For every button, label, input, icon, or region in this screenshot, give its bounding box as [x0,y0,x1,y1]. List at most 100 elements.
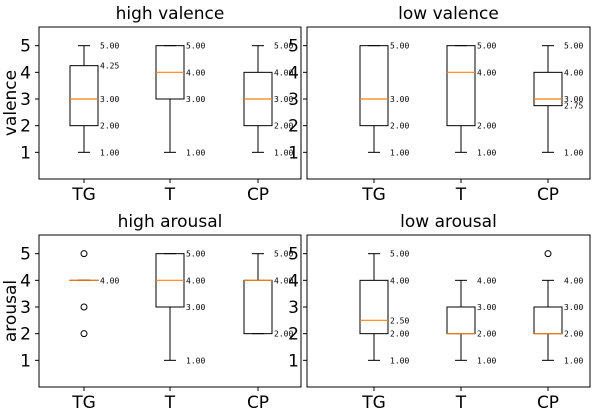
x-tick-label: TG [361,393,386,408]
x-tick-label: T [164,185,176,205]
value-annotation: 4.25 [100,62,119,71]
plot-frame [306,26,591,180]
y-tick-label: 1 [288,351,299,371]
iqr-box [243,279,273,335]
value-annotation: 5.00 [274,42,293,51]
x-tick-label: CP [537,185,559,205]
value-annotation: 3.00 [477,303,496,312]
iqr-box [446,306,476,335]
value-annotation: 2.00 [564,330,583,339]
value-annotation: 5.00 [390,42,409,51]
x-tick-label: CP [537,393,559,408]
value-annotation: 1.00 [564,356,583,365]
y-tick-label: 5 [288,37,299,57]
value-annotation: 1.00 [390,356,409,365]
value-annotation: 1.00 [477,356,496,365]
value-annotation: 2.00 [390,330,409,339]
value-annotation: 4.00 [186,68,205,77]
value-annotation: 4.00 [564,276,583,285]
value-annotation: 3.00 [564,303,583,312]
outlier-point [80,250,88,258]
y-tick-label: 1 [20,143,31,163]
y-tick-label: 1 [20,351,31,371]
value-annotation: 4.00 [477,68,496,77]
outlier-point [80,330,88,338]
value-annotation: 4.00 [100,276,119,285]
iqr-box [69,65,99,127]
y-tick-label: 4 [20,63,31,83]
x-tick-label: T [455,393,467,408]
x-tick-label: T [164,393,176,408]
value-annotation: 2.00 [274,122,293,131]
x-tick-label: TG [71,393,96,408]
value-annotation: 5.00 [186,250,205,259]
value-annotation: 1.00 [100,148,119,157]
value-annotation: 5.00 [477,42,496,51]
y-tick-label: 2 [288,117,299,137]
value-annotation: 4.00 [390,276,409,285]
value-annotation: 2.50 [390,316,409,325]
value-annotation: 1.00 [186,356,205,365]
x-tick-label: T [455,185,467,205]
iqr-box [359,45,389,127]
value-annotation: 2.00 [274,330,293,339]
chart-title: high arousal [118,212,223,232]
value-annotation: 5.00 [390,250,409,259]
y-axis-label: valence [1,70,21,136]
chart-title: low arousal [400,212,497,232]
y-tick-label: 2 [288,325,299,345]
y-tick-label: 1 [288,143,299,163]
y-tick-label: 2 [20,325,31,345]
y-tick-label: 3 [20,90,31,110]
value-annotation: 2.00 [390,122,409,131]
value-annotation: 1.00 [186,148,205,157]
x-tick-label: CP [247,393,269,408]
value-annotation: 3.00 [390,95,409,104]
value-annotation: 1.00 [477,148,496,157]
x-tick-label: CP [247,185,269,205]
value-annotation: 2.00 [100,122,119,131]
chart-title: low valence [398,4,499,24]
y-tick-label: 5 [20,245,31,265]
iqr-box [533,306,563,335]
x-tick-label: TG [361,185,386,205]
value-annotation: 2.00 [477,330,496,339]
value-annotation: 5.00 [274,250,293,259]
value-annotation: 3.00 [100,95,119,104]
y-axis-label: arousal [1,280,21,342]
iqr-box [533,71,563,107]
y-tick-label: 3 [20,298,31,318]
y-tick-label: 5 [288,245,299,265]
outlier-point [80,303,88,311]
y-tick-label: 4 [288,63,299,83]
y-tick-label: 3 [288,90,299,110]
plot-frame [306,234,591,388]
value-annotation: 1.00 [390,148,409,157]
value-annotation: 5.00 [100,42,119,51]
value-annotation: 2.75 [564,102,583,111]
x-tick-label: TG [71,185,96,205]
value-annotation: 5.00 [564,42,583,51]
value-annotation: 1.00 [274,148,293,157]
value-annotation: 2.00 [477,122,496,131]
value-annotation: 4.00 [274,276,293,285]
value-annotation: 3.00 [274,95,293,104]
value-annotation: 3.00 [186,303,205,312]
y-tick-label: 4 [288,271,299,291]
y-tick-label: 5 [20,37,31,57]
value-annotation: 5.00 [186,42,205,51]
value-annotation: 4.00 [477,276,496,285]
value-annotation: 3.00 [564,95,583,104]
iqr-box [359,279,389,335]
y-tick-label: 3 [288,298,299,318]
outlier-point [544,250,552,258]
value-annotation: 4.00 [274,68,293,77]
y-tick-label: 2 [20,117,31,137]
chart-title: high valence [116,4,225,24]
y-tick-label: 4 [20,271,31,291]
value-annotation: 1.00 [564,148,583,157]
value-annotation: 3.00 [186,95,205,104]
iqr-box [446,45,476,127]
value-annotation: 4.00 [186,276,205,285]
